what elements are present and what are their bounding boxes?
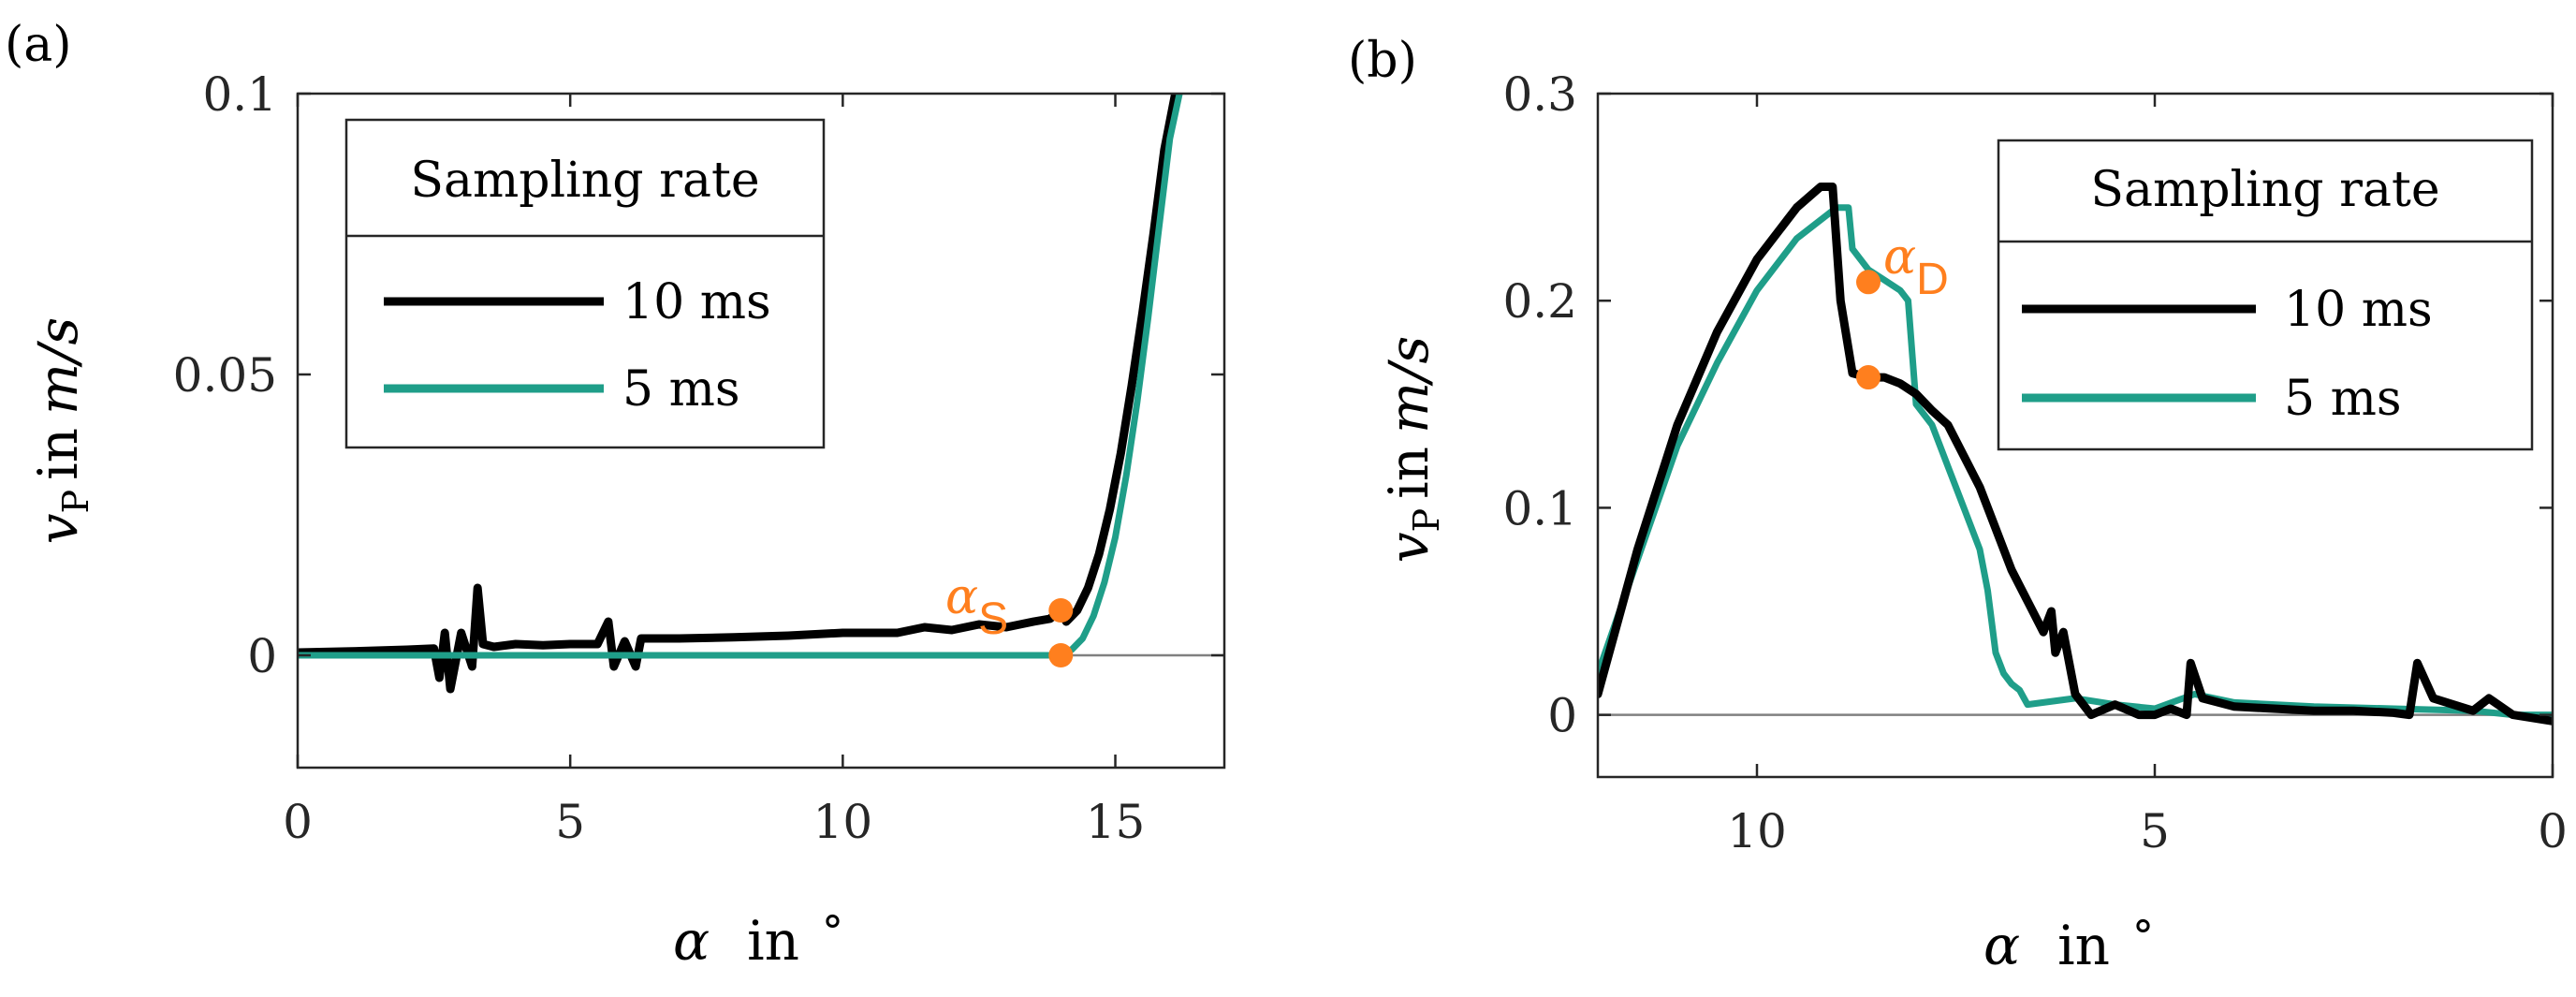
legend-title-b: Sampling rate	[2090, 162, 2439, 218]
x-tick-label-a: 15	[1086, 795, 1146, 849]
y-tick-label-a: 0.05	[173, 348, 277, 403]
legend-entry-10ms-b: 10 ms	[2284, 282, 2433, 338]
x-axis-label-a: α in °	[673, 906, 843, 973]
y-tick-label-b: 0.3	[1502, 67, 1577, 122]
panel-b: (b) 10 5 0 0 0.1 0.2 0.3 vPinm/s α in ° Sampling…	[1348, 33, 2568, 977]
annotation-alpha-s: αS	[945, 569, 1008, 644]
y-axis-label-a: vPinm/s	[26, 317, 96, 545]
y-tick-label-b: 0.2	[1502, 274, 1577, 329]
y-tick-label-a: 0	[247, 629, 277, 683]
marker-point-a	[1048, 598, 1074, 623]
legend-a: Sampling rate 10 ms 5 ms	[344, 118, 826, 449]
y-tick-label-a: 0.1	[202, 67, 277, 122]
series-5ms-line-a	[298, 94, 1183, 659]
marker-point-a	[1048, 643, 1074, 667]
legend-entry-5ms-b: 5 ms	[2284, 371, 2402, 427]
x-tick-label-a: 5	[555, 795, 585, 849]
marker-point-b	[1856, 270, 1881, 295]
x-tick-label-b: 5	[2140, 804, 2170, 858]
legend-entry-5ms-a: 5 ms	[622, 361, 740, 418]
annotation-alpha-d: αD	[1883, 229, 1949, 304]
panel-a: (a) 0 5 10 15 0 0.05 0.1 vPinm/s α in ° Sampling…	[5, 17, 1226, 973]
series-10ms-line-b	[1598, 183, 2553, 726]
x-tick-label-b: 10	[1727, 804, 1787, 858]
panel-label-b: (b)	[1348, 33, 1417, 89]
marker-point-b	[1856, 365, 1881, 390]
x-tick-label-a: 0	[283, 795, 313, 849]
x-tick-label-a: 10	[813, 795, 873, 849]
y-axis-label-b: vPinm/s	[1377, 336, 1447, 564]
y-tick-label-b: 0	[1547, 689, 1577, 743]
series-10ms-line-a	[298, 94, 1180, 694]
x-tick-label-b: 0	[2538, 804, 2568, 858]
panel-label-a: (a)	[5, 17, 72, 73]
legend-b: Sampling rate 10 ms 5 ms	[1997, 139, 2534, 451]
legend-title-a: Sampling rate	[410, 153, 759, 209]
legend-entry-10ms-a: 10 ms	[622, 274, 771, 330]
axes-frame-b	[1596, 92, 2554, 779]
y-tick-label-b: 0.1	[1502, 481, 1577, 535]
x-axis-label-b: α in °	[1983, 911, 2154, 977]
axes-frame-a	[296, 92, 1226, 770]
